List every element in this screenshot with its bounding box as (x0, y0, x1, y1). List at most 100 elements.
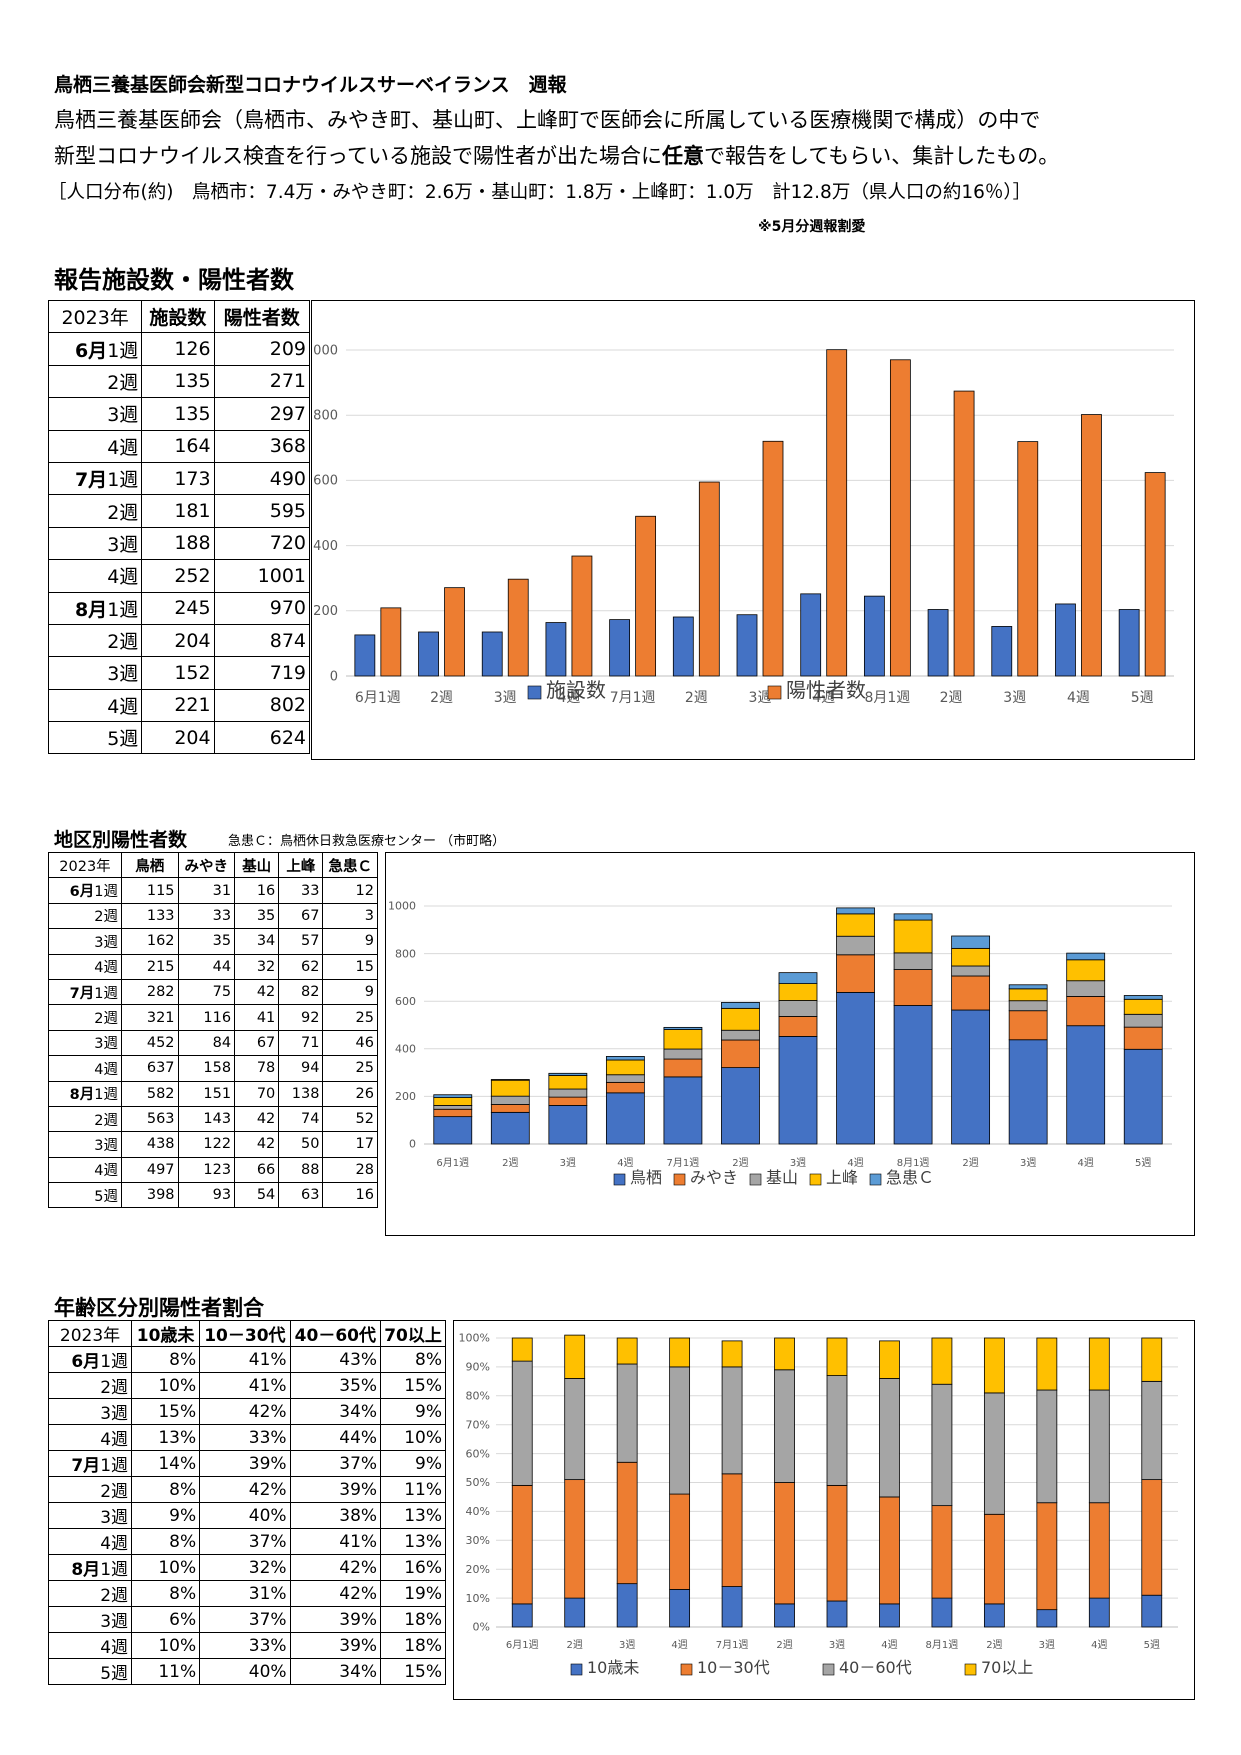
row-label: 3週 (47, 1502, 133, 1529)
x-tick-label: 3週 (619, 1639, 635, 1651)
bar-segment (605, 1056, 645, 1061)
row-week: 3週 (94, 1137, 118, 1154)
bar-segment (511, 1484, 533, 1605)
x-tick-label: 8月1週 (926, 1639, 959, 1651)
row-label: 8月1週 (48, 1080, 122, 1107)
legend-swatch (673, 1173, 686, 1186)
table-cell: 297 (213, 397, 311, 431)
y-tick-label: 20% (466, 1563, 490, 1576)
section3-header-0: 2023年 (47, 1320, 133, 1347)
table-cell: 62 (278, 953, 324, 980)
bar-segment (951, 1009, 991, 1145)
bar-segment (1036, 1609, 1058, 1628)
table-cell: 9 (322, 928, 378, 955)
bar-segment (778, 1016, 818, 1037)
row-week: 1週 (107, 598, 139, 621)
table-cell: 1001 (213, 559, 311, 593)
table-cell: 42% (289, 1580, 382, 1607)
table-row: 7月1週 173 490 (47, 461, 311, 496)
bar-segment (931, 1597, 953, 1628)
bar-segment (663, 1058, 703, 1078)
bar (444, 587, 465, 677)
bar-segment (893, 969, 933, 1006)
x-tick-label: 3週 (1003, 690, 1026, 706)
table-row: 4週 637 158 78 94 25 (48, 1055, 378, 1082)
x-tick-label: 2週 (567, 1639, 583, 1651)
table-cell: 9% (380, 1398, 446, 1425)
y-tick-label: 70% (466, 1418, 490, 1431)
row-label: 3週 (47, 1398, 133, 1425)
legend-label: 10歳未 (587, 1658, 639, 1677)
row-label: 2週 (48, 1004, 122, 1031)
bar-segment (774, 1603, 795, 1628)
table-cell: 12 (322, 877, 378, 904)
table-cell: 9% (131, 1502, 201, 1529)
row-week: 3週 (100, 1508, 129, 1528)
table-cell: 25 (322, 1055, 378, 1082)
bar-segment (1036, 1502, 1058, 1611)
table-row: 4週 13% 33% 44% 10% (47, 1424, 446, 1451)
table-cell: 122 (177, 1131, 236, 1158)
bar-segment (1008, 1000, 1048, 1012)
table-cell: 162 (120, 928, 179, 955)
y-tick-label: 60% (466, 1447, 490, 1460)
description-line-2-bold: 任意 (661, 144, 704, 168)
row-label: 4週 (47, 1424, 133, 1451)
bar (826, 349, 848, 677)
table-cell: 133 (120, 902, 179, 930)
row-week: 3週 (107, 533, 139, 556)
bar-segment (951, 965, 991, 977)
table-cell: 970 (213, 591, 311, 625)
table-cell: 10% (380, 1424, 446, 1451)
row-label: 4週 (47, 559, 143, 593)
table-cell: 94 (278, 1055, 324, 1082)
table-row: 4週 252 1001 (47, 559, 311, 593)
bar-segment (893, 1005, 933, 1145)
table-row: 3週 452 84 67 71 46 (48, 1029, 378, 1057)
table-cell: 16% (380, 1554, 446, 1581)
y-tick-label: 800 (313, 409, 338, 424)
section2-header-3: 基山 (234, 851, 280, 879)
table-cell: 595 (213, 494, 311, 528)
table-cell: 42 (234, 1105, 280, 1133)
table-cell: 31 (177, 877, 236, 904)
description-line-1: 鳥栖三養基医師会（鳥栖市、みやき町、基山町、上峰町で医師会に所属している医療機関… (54, 108, 1041, 132)
row-week: 5週 (100, 1664, 129, 1684)
bar-segment (1141, 1594, 1163, 1628)
table-cell: 14% (131, 1450, 201, 1477)
table-cell: 33 (177, 902, 236, 930)
table-cell: 37% (199, 1528, 291, 1555)
bar (991, 626, 1013, 677)
table-cell: 37% (289, 1450, 382, 1477)
row-label: 5週 (48, 1182, 122, 1209)
x-tick-label: 7月1週 (667, 1157, 700, 1169)
table-cell: 15% (380, 1658, 446, 1685)
table-cell: 42 (234, 978, 280, 1006)
age-ratio-table: 2023年 10歳未 10－30代 40－60代 70以上 6月1週 8% 41% 43% 8% 2… (47, 1320, 446, 1685)
table-cell: 115 (120, 877, 179, 904)
table-cell: 18% (380, 1606, 446, 1633)
bar-segment (774, 1337, 795, 1371)
table-cell: 67 (278, 902, 324, 930)
table-cell: 624 (213, 721, 311, 755)
table-cell: 93 (177, 1182, 236, 1209)
table-cell: 563 (120, 1105, 179, 1133)
table-row: 3週 152 719 (47, 656, 311, 690)
bar-segment (836, 954, 875, 993)
x-tick-label: 4週 (1091, 1639, 1107, 1651)
row-month: 8月 (74, 598, 108, 621)
bar-segment (433, 1116, 473, 1145)
bar-segment (616, 1583, 638, 1628)
bar-segment (951, 935, 991, 949)
x-tick-label: 8月1週 (864, 690, 910, 706)
table-cell: 74 (278, 1105, 324, 1133)
legend-swatch (680, 1663, 693, 1676)
table-row: 5週 398 93 54 63 16 (48, 1182, 378, 1209)
table-cell: 39% (289, 1632, 382, 1659)
table-cell: 15% (131, 1398, 201, 1425)
table-cell: 152 (141, 656, 215, 690)
row-week: 1週 (107, 339, 139, 362)
row-label: 2週 (47, 1372, 133, 1399)
bar-segment (721, 1586, 743, 1628)
x-tick-label: 6月1週 (355, 690, 401, 706)
